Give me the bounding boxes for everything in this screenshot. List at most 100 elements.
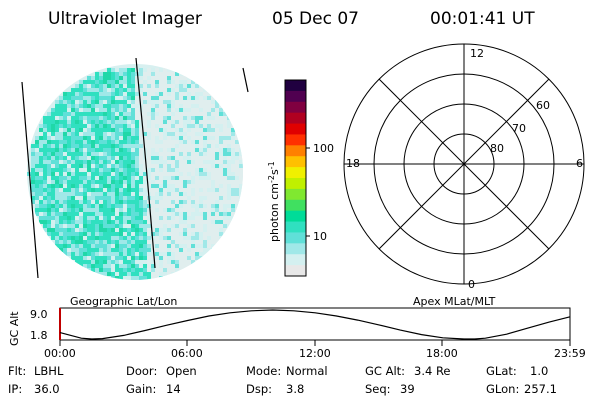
emission-pixel (119, 164, 123, 168)
emission-pixel (171, 104, 175, 108)
emission-pixel (215, 152, 219, 156)
emission-pixel (127, 208, 131, 212)
emission-pixel (95, 112, 99, 116)
emission-pixel (179, 264, 183, 268)
emission-pixel (219, 132, 223, 136)
emission-pixel (167, 108, 171, 112)
emission-pixel (227, 132, 231, 136)
emission-pixel (115, 204, 119, 208)
emission-pixel (39, 172, 43, 176)
emission-pixel (75, 224, 79, 228)
emission-pixel (139, 212, 143, 216)
glat-value: 1.0 (530, 364, 548, 378)
emission-pixel (179, 136, 183, 140)
emission-pixel (55, 180, 59, 184)
emission-pixel (167, 184, 171, 188)
emission-pixel (107, 232, 111, 236)
emission-pixel (59, 240, 63, 244)
emission-pixel (227, 212, 231, 216)
emission-pixel (231, 128, 235, 132)
emission-pixel (187, 192, 191, 196)
emission-pixel (71, 100, 75, 104)
emission-pixel (147, 268, 151, 272)
emission-pixel (63, 152, 67, 156)
emission-pixel (83, 256, 87, 260)
emission-pixel (187, 140, 191, 144)
emission-pixel (183, 240, 187, 244)
emission-pixel (231, 168, 235, 172)
emission-pixel (147, 172, 151, 176)
emission-pixel (207, 216, 211, 220)
emission-pixel (75, 260, 79, 264)
emission-pixel (199, 200, 203, 204)
emission-pixel (207, 104, 211, 108)
emission-pixel (119, 128, 123, 132)
emission-pixel (147, 276, 151, 280)
emission-pixel (211, 108, 215, 112)
emission-pixel (183, 112, 187, 116)
emission-pixel (171, 240, 175, 244)
emission-pixel (163, 260, 167, 264)
emission-pixel (75, 184, 79, 188)
emission-pixel (55, 128, 59, 132)
emission-pixel (147, 140, 151, 144)
emission-pixel (39, 128, 43, 132)
emission-pixel (67, 100, 71, 104)
emission-pixel (87, 252, 91, 256)
emission-pixel (143, 132, 147, 136)
emission-pixel (143, 72, 147, 76)
emission-pixel (167, 264, 171, 268)
emission-pixel (183, 192, 187, 196)
emission-pixel (87, 180, 91, 184)
emission-pixel (103, 120, 107, 124)
emission-pixel (219, 232, 223, 236)
emission-pixel (203, 116, 207, 120)
emission-pixel (147, 96, 151, 100)
emission-pixel (79, 92, 83, 96)
emission-pixel (179, 180, 183, 184)
emission-pixel (87, 268, 91, 272)
emission-pixel (75, 104, 79, 108)
emission-pixel (175, 252, 179, 256)
emission-pixel (51, 224, 55, 228)
emission-pixel (135, 76, 139, 80)
emission-pixel (147, 84, 151, 88)
emission-pixel (215, 204, 219, 208)
emission-pixel (91, 192, 95, 196)
emission-pixel (127, 96, 131, 100)
emission-pixel (155, 232, 159, 236)
emission-pixel (179, 84, 183, 88)
emission-pixel (83, 168, 87, 172)
emission-pixel (123, 208, 127, 212)
emission-pixel (139, 200, 143, 204)
emission-pixel (87, 208, 91, 212)
emission-pixel (227, 224, 231, 228)
emission-pixel (59, 164, 63, 168)
emission-pixel (75, 208, 79, 212)
emission-pixel (47, 124, 51, 128)
emission-pixel (199, 100, 203, 104)
emission-pixel (239, 188, 243, 192)
emission-pixel (131, 240, 135, 244)
emission-pixel (67, 196, 71, 200)
emission-pixel (199, 104, 203, 108)
emission-pixel (107, 116, 111, 120)
emission-pixel (127, 132, 131, 136)
emission-pixel (219, 176, 223, 180)
emission-pixel (55, 208, 59, 212)
emission-pixel (147, 244, 151, 248)
emission-pixel (107, 124, 111, 128)
emission-pixel (191, 116, 195, 120)
emission-pixel (79, 244, 83, 248)
emission-pixel (183, 84, 187, 88)
emission-pixel (191, 256, 195, 260)
emission-pixel (203, 148, 207, 152)
emission-pixel (91, 96, 95, 100)
emission-pixel (171, 76, 175, 80)
emission-pixel (99, 228, 103, 232)
emission-pixel (191, 180, 195, 184)
emission-pixel (127, 196, 131, 200)
emission-pixel (131, 76, 135, 80)
emission-pixel (179, 232, 183, 236)
emission-pixel (139, 152, 143, 156)
